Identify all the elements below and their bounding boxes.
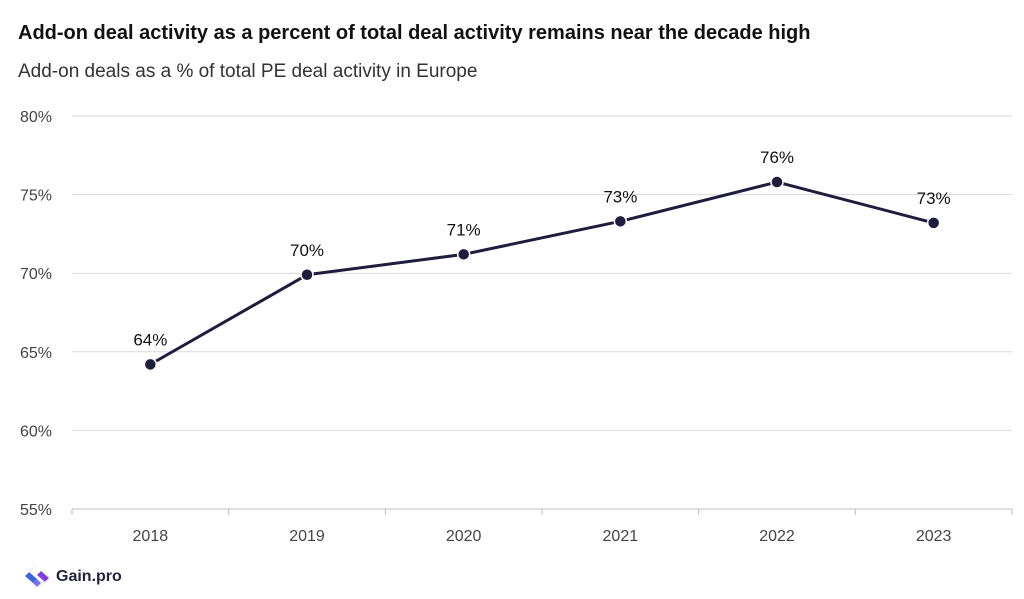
x-tick-label: 2021: [603, 528, 639, 545]
series-line: [149, 180, 935, 366]
brand-logo: Gain.pro: [24, 564, 122, 590]
gain-pro-logo-icon: [25, 565, 49, 589]
data-label: 73%: [603, 187, 637, 206]
data-label: 64%: [133, 330, 167, 349]
data-point: [456, 247, 471, 262]
data-point: [926, 216, 941, 230]
line-chart: 55%60%65%70%75%80% 2018 2019 2020 2021 2022 2…: [20, 109, 1013, 545]
brand-name: Gain.pro: [56, 568, 122, 585]
data-label: 73%: [917, 189, 951, 208]
y-tick-label: 70%: [20, 266, 52, 283]
grid-layer: [71, 115, 1013, 515]
data-point: [143, 357, 158, 372]
x-tick-label: 2022: [759, 528, 795, 545]
chart-subtitle: Add-on deals as a % of total PE deal act…: [18, 61, 478, 82]
y-tick-label: 55%: [20, 502, 52, 519]
chart-title: Add-on deal activity as a percent of tot…: [18, 22, 811, 44]
data-point: [613, 214, 628, 229]
x-tick-label: 2023: [916, 528, 952, 545]
x-tick-label: 2018: [133, 528, 169, 545]
data-point: [770, 175, 784, 189]
y-tick-label: 60%: [20, 423, 52, 440]
data-label: 71%: [447, 220, 481, 239]
y-tick-label: 75%: [20, 188, 52, 205]
data-label: 70%: [290, 241, 324, 260]
y-tick-label: 80%: [20, 109, 52, 126]
x-tick-label: 2019: [289, 528, 325, 545]
y-axis-ticks: 55% 60% 65% 70% 75% 80%: [20, 109, 52, 519]
y-tick-label: 65%: [20, 345, 52, 362]
data-label: 76%: [760, 148, 794, 167]
x-axis-ticks: 2018 2019 2020 2021 2022 2023: [133, 528, 952, 545]
x-tick-label: 2020: [446, 528, 482, 545]
data-point: [300, 268, 314, 282]
series-layer: 64% 70% 71% 73% 76% 73%: [133, 148, 951, 372]
